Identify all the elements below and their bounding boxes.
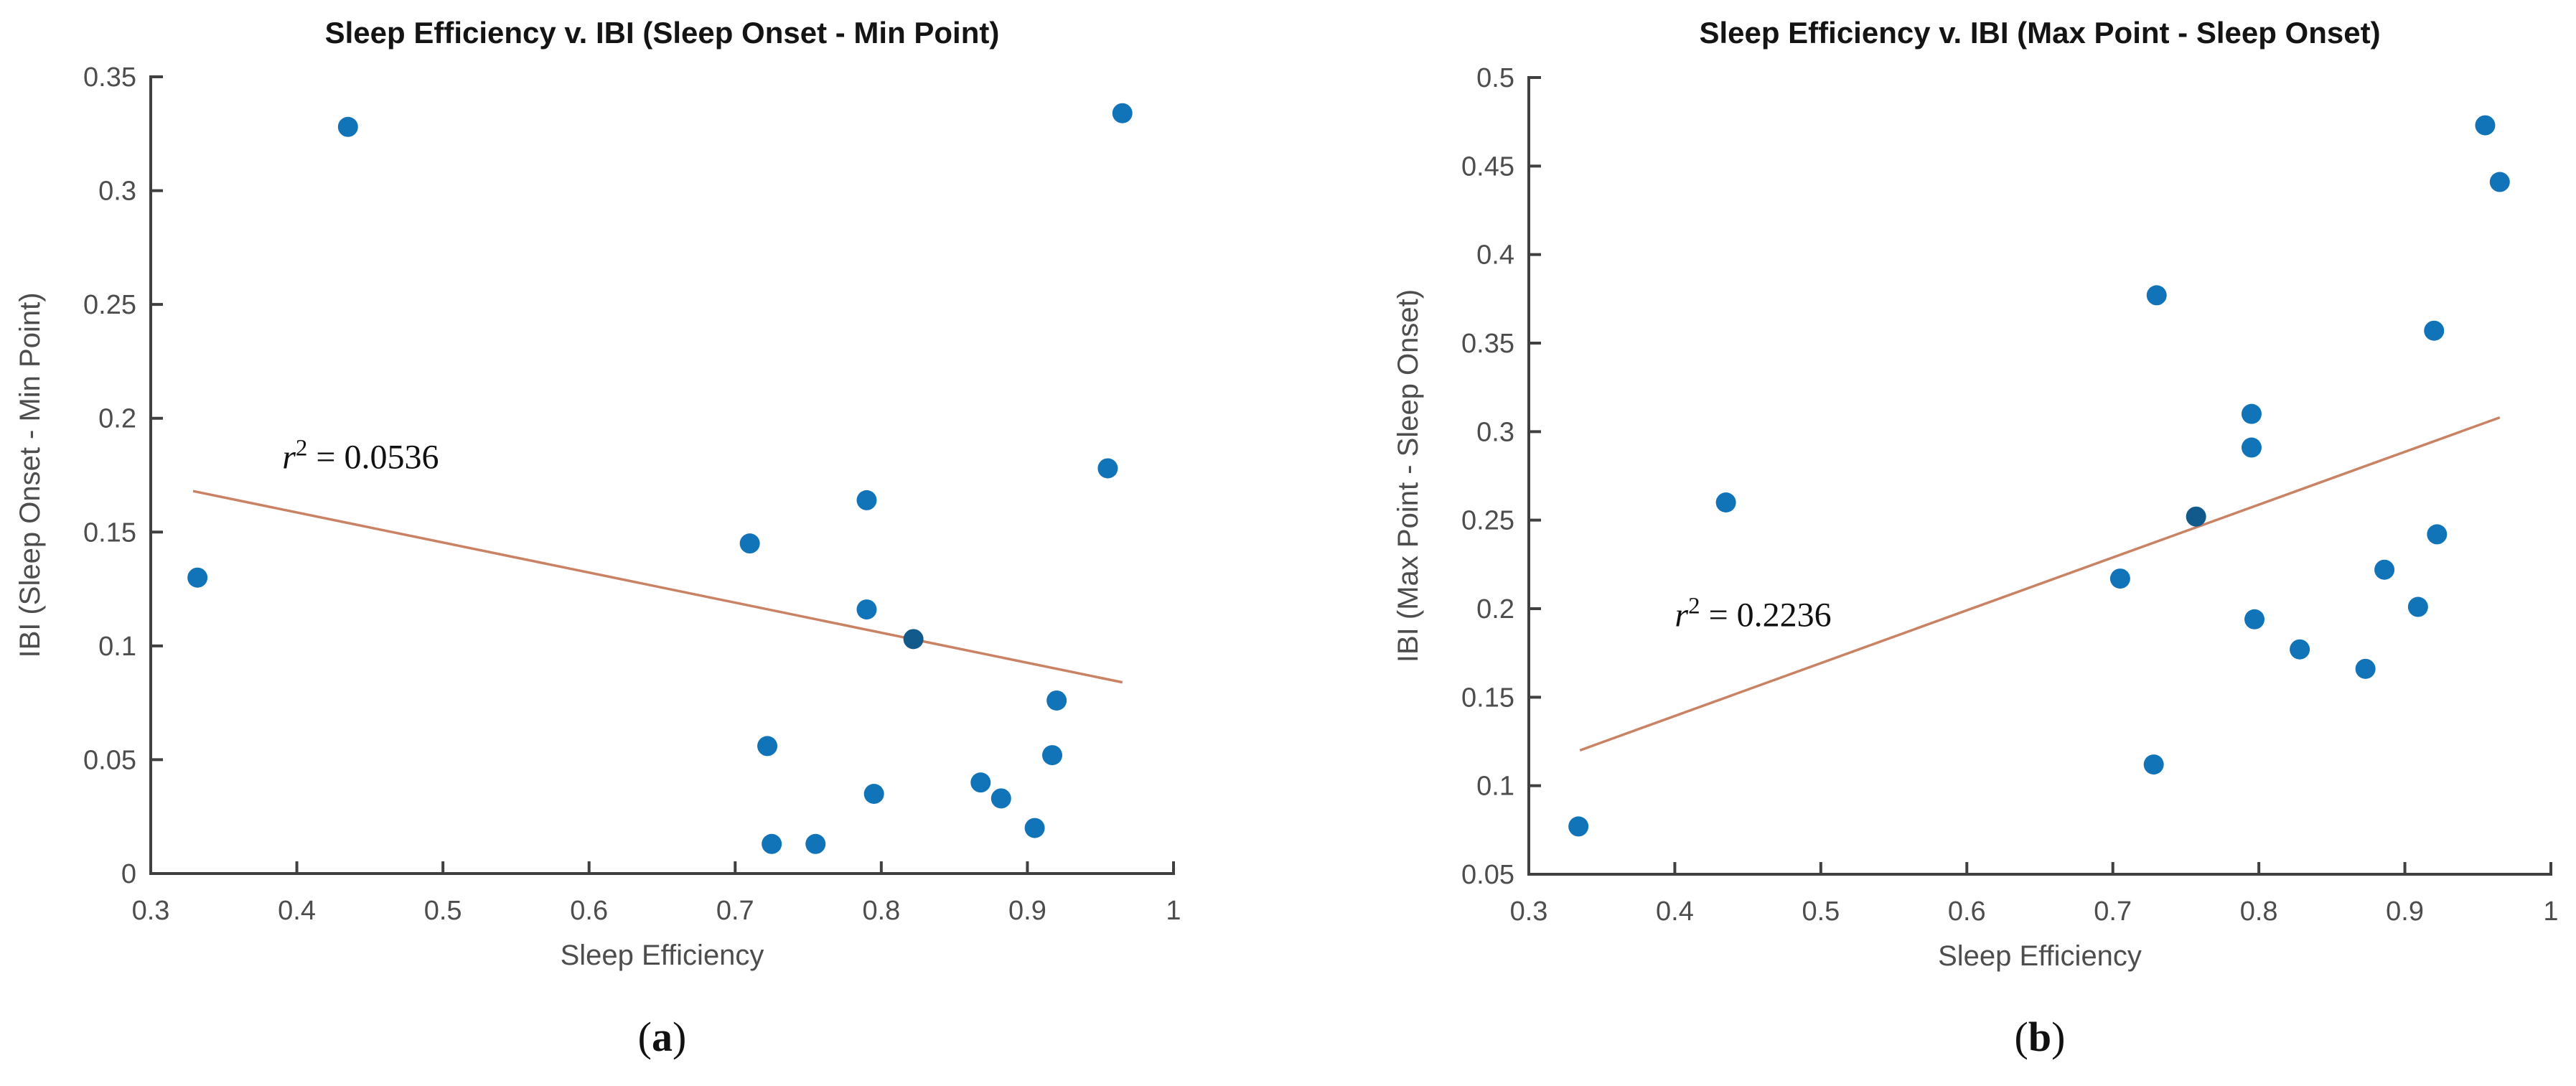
x-tick-label: 0.3	[1510, 897, 1548, 927]
y-tick-label: 0.45	[1461, 151, 1514, 182]
data-point	[1715, 492, 1736, 512]
data-point	[863, 784, 884, 804]
y-tick-label: 0.1	[98, 632, 136, 662]
data-point	[2489, 172, 2510, 192]
data-point	[2427, 524, 2448, 545]
data-point	[2407, 596, 2428, 617]
r-squared-annotation-a: r2 = 0.0536	[282, 435, 439, 476]
x-axis-label-a: Sleep Efficiency	[561, 940, 764, 971]
x-tick-label: 1	[2543, 897, 2558, 927]
data-point	[1042, 745, 1063, 766]
data-point	[2290, 639, 2310, 660]
data-point	[2241, 403, 2262, 424]
x-tick-label: 0.6	[570, 896, 608, 926]
data-point	[1112, 103, 1133, 123]
y-tick-label: 0.4	[1476, 240, 1514, 271]
x-tick-label: 0.5	[1802, 897, 1840, 927]
panel-a: 0.3 0.4 0.5 0.6 0.7 0.8 0.9 1 0 0.05 0.1 0.15 0.2 0.2…	[14, 16, 1181, 1060]
y-tick-label: 0.3	[1476, 417, 1514, 447]
y-tick-label: 0.35	[83, 62, 136, 93]
chart-title-a: Sleep Efficiency v. IBI (Sleep Onset - M…	[325, 16, 1000, 50]
x-tick-label: 0.7	[2094, 897, 2132, 927]
trendline-b	[1579, 416, 2501, 752]
panel-caption-b: (b)	[2015, 1014, 2066, 1060]
data-point	[805, 833, 826, 854]
data-point	[2374, 559, 2395, 580]
x-tick-label: 0.8	[862, 896, 900, 926]
y-tick-label: 0	[121, 859, 136, 889]
data-point	[2244, 609, 2265, 629]
axes-spines	[1527, 76, 2552, 876]
x-tick-label: 0.5	[424, 896, 462, 926]
y-tick-label: 0.25	[83, 290, 136, 320]
x-axis-label-b: Sleep Efficiency	[1938, 940, 2142, 972]
trendline-a	[192, 490, 1123, 684]
y-tick-label: 0.15	[1461, 683, 1514, 713]
panel-b: 0.3 0.4 0.5 0.6 0.7 0.8 0.9 1 0.05 0.1 0.15 0.2 0.25…	[1392, 16, 2559, 1060]
x-tick-label: 0.4	[278, 896, 316, 926]
data-point	[1097, 458, 1118, 479]
x-tick-label: 1	[1166, 896, 1181, 926]
data-point	[762, 833, 782, 854]
x-tick-label: 0.3	[132, 896, 170, 926]
data-point	[2146, 285, 2167, 306]
y-tick-label: 0.25	[1461, 506, 1514, 536]
data-point	[856, 490, 877, 510]
y-tick-label: 0.05	[83, 745, 136, 775]
data-point	[2424, 320, 2445, 341]
data-point	[739, 533, 760, 554]
data-point	[970, 772, 991, 793]
y-tick-label: 0.5	[1476, 63, 1514, 93]
x-tick-label: 0.4	[1656, 897, 1694, 927]
data-point	[2109, 568, 2130, 589]
y-tick-label: 0.15	[83, 518, 136, 548]
r-squared-annotation-b: r2 = 0.2236	[1675, 594, 1831, 635]
data-point	[1568, 816, 1589, 837]
axes-spines	[149, 75, 1175, 875]
y-axis-label-b: IBI (Max Point - Sleep Onset)	[1392, 289, 1424, 663]
panel-caption-a: (a)	[638, 1014, 687, 1060]
data-point	[903, 629, 924, 650]
x-tick-label: 0.8	[2240, 897, 2278, 927]
y-tick-label: 0.35	[1461, 329, 1514, 359]
y-tick-label: 0.2	[1476, 594, 1514, 624]
x-tick-label: 0.9	[1008, 896, 1046, 926]
data-point	[990, 788, 1011, 809]
data-point	[337, 116, 358, 137]
data-point	[2241, 437, 2262, 458]
data-point	[1046, 690, 1067, 711]
chart-title-b: Sleep Efficiency v. IBI (Max Point - Sle…	[1699, 16, 2380, 50]
data-point	[2143, 754, 2164, 775]
y-tick-label: 0.05	[1461, 860, 1514, 890]
data-point	[187, 567, 208, 588]
x-tick-label: 0.7	[716, 896, 754, 926]
data-point	[856, 599, 877, 620]
x-tick-label: 0.6	[1948, 897, 1986, 927]
y-tick-label: 0.2	[98, 404, 136, 434]
y-axis-label-a: IBI (Sleep Onset - Min Point)	[14, 292, 46, 657]
data-point	[2186, 506, 2206, 527]
data-point	[1024, 818, 1045, 838]
data-point	[757, 736, 778, 757]
data-point	[2355, 658, 2376, 679]
y-tick-label: 0.1	[1476, 772, 1514, 802]
x-tick-label: 0.9	[2386, 897, 2424, 927]
y-tick-label: 0.3	[98, 177, 136, 207]
data-point	[2475, 115, 2496, 136]
